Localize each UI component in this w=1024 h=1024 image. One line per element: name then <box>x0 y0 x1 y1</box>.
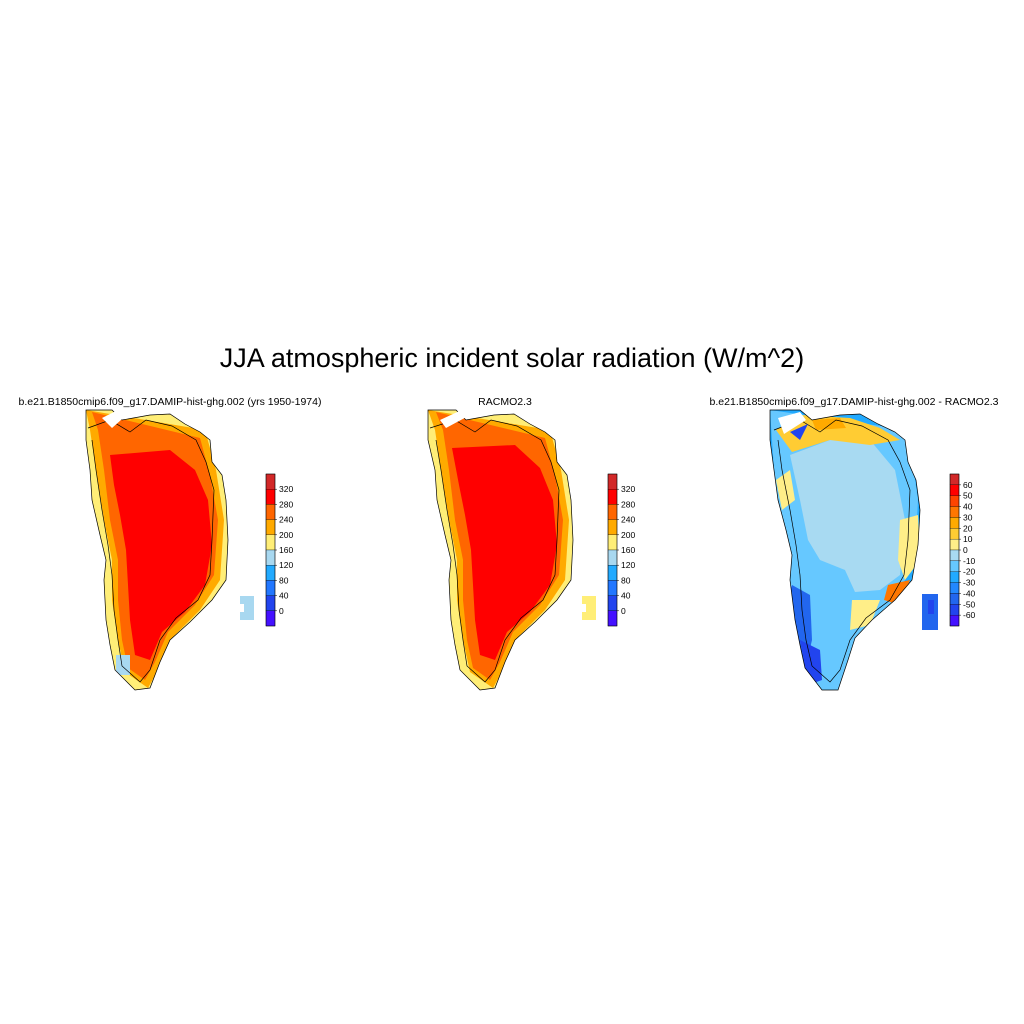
colorbar-label: 0 <box>279 606 284 616</box>
colorbar-swatch <box>949 549 960 562</box>
colorbar-label: 120 <box>279 560 293 570</box>
colorbar-label: 40 <box>621 591 631 601</box>
colorbar-label: 240 <box>279 515 293 525</box>
colorbar-label: 60 <box>963 480 973 490</box>
colorbar-label: 120 <box>621 560 635 570</box>
colorbar-label: -10 <box>963 556 976 566</box>
colorbar-label: -40 <box>963 588 976 598</box>
panel-1-title: b.e21.B1850cmip6.f09_g17.DAMIP-hist-ghg.… <box>18 396 322 408</box>
colorbar-swatch <box>949 484 960 496</box>
colorbar-swatch <box>607 504 618 520</box>
colorbar-swatch <box>265 473 276 490</box>
colorbar-label: 280 <box>279 499 293 509</box>
colorbar-label: 30 <box>963 512 973 522</box>
panel-3-title: b.e21.B1850cmip6.f09_g17.DAMIP-hist-ghg.… <box>709 396 999 408</box>
colorbar-swatch <box>949 604 960 616</box>
colorbar-label: 10 <box>963 534 973 544</box>
colorbar-swatch <box>607 549 618 566</box>
colorbar-swatch <box>949 528 960 540</box>
colorbar-swatch <box>949 473 960 486</box>
colorbar-swatch <box>607 534 618 551</box>
colorbar-swatch <box>265 580 276 596</box>
figure-title: JJA atmospheric incident solar radiation… <box>219 343 805 373</box>
colorbar-label: 80 <box>621 575 631 585</box>
colorbar-swatch <box>607 473 618 490</box>
panel-2-map <box>427 408 596 691</box>
colorbar-swatch <box>949 593 960 605</box>
colorbar-swatch <box>949 495 960 507</box>
colorbar-swatch <box>949 571 960 583</box>
colorbar-swatch <box>607 565 618 581</box>
colorbar-swatch <box>265 489 276 505</box>
colorbar-label: 40 <box>279 591 289 601</box>
colorbar-label: 50 <box>963 491 973 501</box>
colorbar-swatch <box>949 517 960 529</box>
panel-1-colorbar: 320 280 240 200 160 120 80 40 0 <box>265 473 293 627</box>
colorbar-label: 320 <box>279 484 293 494</box>
colorbar-label: -30 <box>963 578 976 588</box>
colorbar-label: 0 <box>963 545 968 555</box>
colorbar-label: 160 <box>279 545 293 555</box>
colorbar-swatch <box>607 580 618 596</box>
colorbar-label: -20 <box>963 567 976 577</box>
colorbar-swatch <box>265 534 276 551</box>
panel-2-title: RACMO2.3 <box>478 396 532 408</box>
colorbar-swatch <box>949 538 960 551</box>
colorbar-label: -60 <box>963 610 976 620</box>
colorbar-label: 80 <box>279 575 289 585</box>
colorbar-label: 200 <box>621 530 635 540</box>
colorbar-swatch <box>265 504 276 520</box>
colorbar-swatch <box>607 595 618 611</box>
colorbar-label: 160 <box>621 545 635 555</box>
colorbar-swatch <box>265 595 276 611</box>
colorbar-swatch <box>949 560 960 572</box>
colorbar-swatch <box>265 565 276 581</box>
colorbar-label: 200 <box>279 530 293 540</box>
colorbar-swatch <box>265 549 276 566</box>
colorbar-swatch <box>265 610 276 627</box>
colorbar-label: 280 <box>621 499 635 509</box>
panel-1-map <box>85 409 254 691</box>
colorbar-swatch <box>949 614 960 627</box>
colorbar-label: 0 <box>621 606 626 616</box>
colorbar-swatch <box>265 519 276 535</box>
colorbar-label: -50 <box>963 599 976 609</box>
colorbar-swatch <box>949 582 960 594</box>
colorbar-label: 320 <box>621 484 635 494</box>
colorbar-label: 40 <box>963 502 973 512</box>
colorbar-swatch <box>607 489 618 505</box>
colorbar-label: 240 <box>621 515 635 525</box>
colorbar-label: 20 <box>963 523 973 533</box>
colorbar-swatch <box>949 506 960 518</box>
colorbar-swatch <box>607 610 618 627</box>
panel-3-map <box>769 409 938 691</box>
panel-2-colorbar: 320 280 240 200 160 120 80 40 0 <box>607 473 635 627</box>
colorbar-swatch <box>607 519 618 535</box>
